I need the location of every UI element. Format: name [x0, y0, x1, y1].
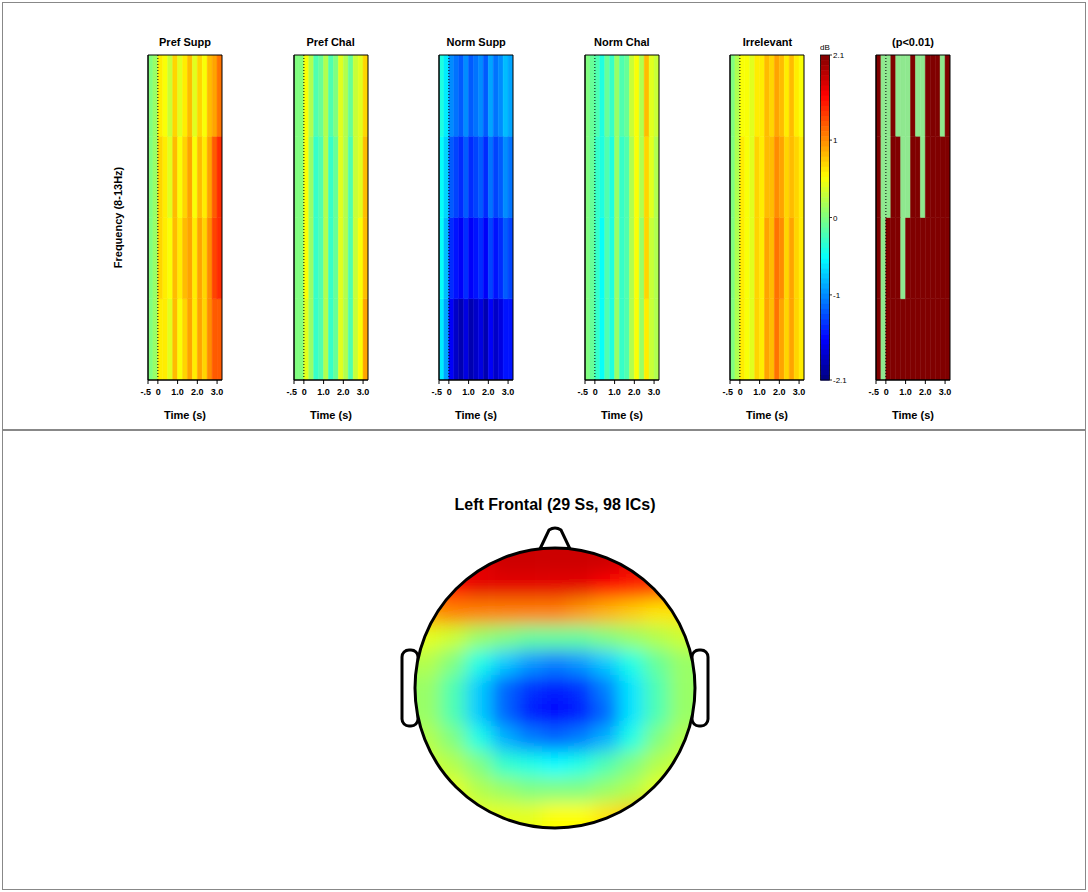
- svg-text:2.0: 2.0: [482, 387, 495, 397]
- svg-text:2.0: 2.0: [919, 387, 932, 397]
- svg-text:-.5: -.5: [286, 387, 297, 397]
- svg-text:0: 0: [884, 387, 889, 397]
- svg-text:-1: -1: [833, 291, 841, 300]
- svg-text:2.0: 2.0: [628, 387, 641, 397]
- svg-text:-.5: -.5: [868, 387, 879, 397]
- svg-text:-.5: -.5: [723, 387, 734, 397]
- svg-text:-.5: -.5: [432, 387, 443, 397]
- svg-text:Time (s): Time (s): [746, 409, 788, 421]
- svg-text:1.0: 1.0: [463, 387, 476, 397]
- svg-text:2.0: 2.0: [773, 387, 786, 397]
- html-text:Norm Supp: Norm Supp: [446, 36, 506, 48]
- svg-text:Time (s): Time (s): [892, 409, 934, 421]
- svg-text:0: 0: [738, 387, 743, 397]
- svg-text:3.0: 3.0: [356, 387, 369, 397]
- svg-text:3.0: 3.0: [939, 387, 952, 397]
- svg-text:1.0: 1.0: [899, 387, 912, 397]
- svg-text:0: 0: [301, 387, 306, 397]
- html-text:Irrelevant: Irrelevant: [742, 36, 793, 48]
- svg-text:1: 1: [833, 136, 838, 145]
- html-text:Pref Chal: Pref Chal: [306, 36, 355, 48]
- svg-text:0: 0: [833, 214, 838, 223]
- svg-text:2.0: 2.0: [191, 387, 204, 397]
- html-text:Norm Chal: Norm Chal: [594, 36, 650, 48]
- svg-text:2.1: 2.1: [833, 51, 845, 60]
- svg-text:Time (s): Time (s): [310, 409, 352, 421]
- svg-text:1.0: 1.0: [317, 387, 330, 397]
- svg-text:3.0: 3.0: [793, 387, 806, 397]
- svg-text:1.0: 1.0: [754, 387, 767, 397]
- svg-text:Time (s): Time (s): [164, 409, 206, 421]
- svg-text:0: 0: [156, 387, 161, 397]
- svg-text:0: 0: [447, 387, 452, 397]
- html-text:(p<0.01): (p<0.01): [892, 36, 934, 48]
- svg-text:-2.1: -2.1: [833, 376, 847, 385]
- svg-text:dB: dB: [820, 43, 830, 52]
- svg-text:1.0: 1.0: [171, 387, 184, 397]
- svg-text:-.5: -.5: [577, 387, 588, 397]
- svg-text:2.0: 2.0: [337, 387, 350, 397]
- svg-text:-.5: -.5: [140, 387, 151, 397]
- svg-text:Frequency (8-13Hz): Frequency (8-13Hz): [112, 166, 124, 268]
- svg-text:3.0: 3.0: [502, 387, 515, 397]
- svg-text:3.0: 3.0: [648, 387, 661, 397]
- svg-text:1.0: 1.0: [608, 387, 621, 397]
- svg-text:Left Frontal (29 Ss, 98 ICs): Left Frontal (29 Ss, 98 ICs): [455, 496, 656, 513]
- html-text:Pref Supp: Pref Supp: [159, 36, 211, 48]
- svg-text:0: 0: [593, 387, 598, 397]
- svg-text:Time (s): Time (s): [601, 409, 643, 421]
- svg-text:3.0: 3.0: [211, 387, 224, 397]
- svg-text:Time (s): Time (s): [455, 409, 497, 421]
